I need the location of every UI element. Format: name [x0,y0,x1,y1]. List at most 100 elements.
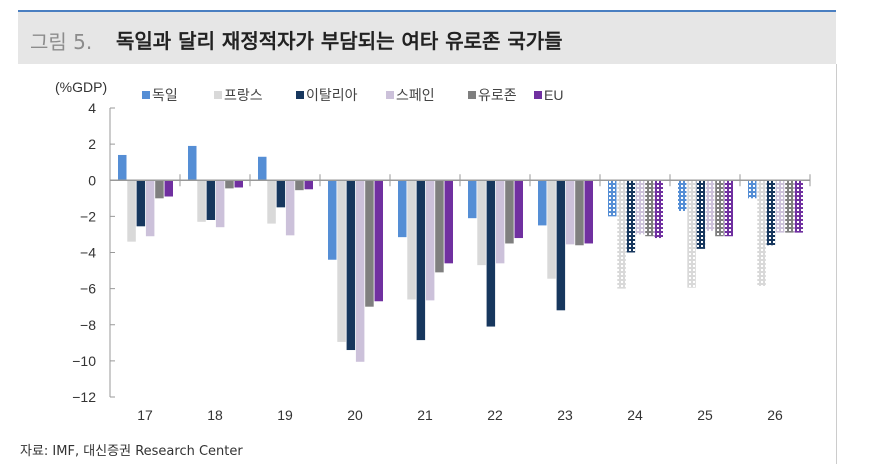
y-axis-label: (%GDP) [55,79,107,95]
bar-유로존-25 [715,180,724,237]
bar-프랑스-23 [547,180,556,279]
bar-독일-25 [678,180,687,211]
legend-swatch [534,91,542,99]
bar-이탈리아-18 [206,180,216,220]
legend-item: 이탈리아 [296,87,358,103]
bar-유로존-19 [295,180,304,191]
legend-swatch [386,91,394,99]
bar-스페인-20 [355,180,365,362]
bar-이탈리아-26 [766,180,776,246]
bar-EU-20 [374,180,383,302]
bar-EU-25 [724,180,733,237]
legend-item: 스페인 [386,87,435,103]
legend-item: EU [534,87,563,103]
y-tick-label: 0 [88,172,96,188]
bar-EU-19 [304,180,313,190]
y-tick-label: 2 [88,136,96,152]
bar-이탈리아-20 [346,180,356,351]
bar-스페인-21 [425,180,435,301]
legend-swatch [468,91,476,99]
bar-이탈리아-25 [696,180,706,249]
y-tick-label: −12 [72,389,96,405]
bar-프랑스-24 [617,180,626,289]
legend-label: 유로존 [478,87,517,103]
legend-item: 독일 [142,87,178,103]
bar-프랑스-25 [687,180,696,288]
bar-유로존-23 [575,180,584,246]
y-tick-label: 4 [88,100,96,116]
bar-독일-23 [538,180,547,226]
legend-label: EU [544,87,563,103]
bar-이탈리아-17 [136,180,146,227]
bar-유로존-18 [225,180,234,189]
bar-이탈리아-19 [276,180,286,208]
legend-label: 스페인 [396,87,435,103]
legend-item: 프랑스 [214,87,263,103]
bar-스페인-18 [215,180,225,228]
bar-이탈리아-22 [486,180,496,327]
x-tick-label: 25 [697,407,713,423]
bar-스페인-26 [775,180,785,233]
legend-swatch [142,91,150,99]
bar-EU-26 [794,180,803,233]
bar-EU-17 [164,180,173,197]
bar-유로존-24 [645,180,654,237]
legend-item: 유로존 [468,87,517,103]
x-tick-label: 26 [767,407,783,423]
bar-유로존-20 [365,180,374,307]
x-tick-label: 19 [277,407,293,423]
bar-독일-26 [748,180,757,199]
bar-이탈리아-23 [556,180,566,311]
y-tick-label: −2 [80,208,96,224]
legend-label: 프랑스 [224,87,263,103]
bar-스페인-25 [705,180,715,231]
y-tick-label: −8 [80,317,96,333]
bar-프랑스-19 [267,180,276,224]
bar-스페인-17 [145,180,155,237]
bar-프랑스-21 [407,180,416,300]
bar-프랑스-26 [757,180,766,286]
legend-swatch [214,91,222,99]
bar-이탈리아-21 [416,180,426,341]
bar-스페인-19 [285,180,295,236]
bar-독일-22 [468,180,477,219]
y-tick-label: −4 [80,245,96,261]
bar-프랑스-18 [197,180,206,222]
divider [836,64,837,464]
legend-label: 이탈리아 [306,87,358,103]
x-tick-label: 17 [137,407,153,423]
bar-독일-20 [328,180,337,260]
bar-독일-19 [258,156,267,181]
legend-label: 독일 [152,87,178,103]
bar-유로존-17 [155,180,164,199]
bar-독일-18 [188,145,197,181]
bar-독일-24 [608,180,617,217]
x-tick-label: 22 [487,407,503,423]
x-tick-label: 24 [627,407,643,423]
x-tick-label: 18 [207,407,223,423]
legend-swatch [296,91,304,99]
x-tick-label: 21 [417,407,433,423]
bar-프랑스-17 [127,180,136,242]
bar-독일-17 [118,154,127,181]
x-tick-label: 20 [347,407,363,423]
bar-프랑스-20 [337,180,346,342]
bar-EU-23 [584,180,593,244]
bar-EU-21 [444,180,453,264]
bar-유로존-22 [505,180,514,244]
x-tick-label: 23 [557,407,573,423]
bar-스페인-23 [565,180,575,245]
bar-독일-21 [398,180,407,238]
bar-EU-24 [654,180,663,239]
source-note: 자료: IMF, 대신증권 Research Center [20,444,243,459]
bar-이탈리아-24 [626,180,636,253]
bar-스페인-22 [495,180,505,264]
bar-EU-22 [514,180,523,239]
bar-스페인-24 [635,180,645,235]
y-tick-label: −10 [72,353,96,369]
figure-number: 그림 5. [30,30,93,54]
bar-유로존-26 [785,180,794,233]
y-tick-label: −6 [80,281,96,297]
bar-유로존-21 [435,180,444,273]
